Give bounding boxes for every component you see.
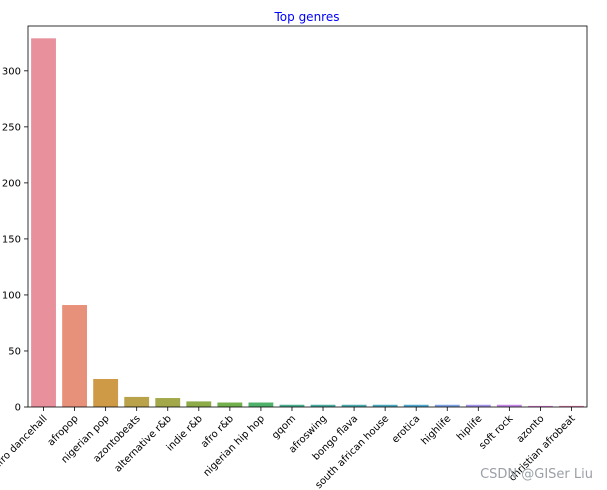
- y-axis: 0 50 100 150 200 250 300: [2, 66, 28, 414]
- y-tick-label-4: 200: [2, 178, 21, 189]
- x-tick-label-13: highlife: [419, 413, 453, 447]
- bar-10: [341, 404, 367, 407]
- bar-6: [217, 402, 243, 407]
- bar-15: [496, 404, 522, 407]
- x-tick-label-12: erotica: [390, 413, 422, 445]
- x-tick-label-7: nigerian hip hop: [202, 413, 267, 478]
- bar-8: [279, 404, 305, 407]
- x-tick-label-0: afro dancehall: [0, 413, 50, 471]
- bar-16: [527, 405, 553, 407]
- y-tick-label-6: 300: [2, 66, 21, 77]
- x-tick-label-14: hiplife: [455, 413, 484, 442]
- x-tick-label-15: soft rock: [477, 413, 515, 451]
- bar-12: [403, 404, 429, 407]
- y-tick-label-3: 150: [2, 234, 21, 245]
- bar-5: [186, 401, 212, 407]
- y-tick-label-0: 0: [15, 403, 21, 414]
- bar-14: [465, 404, 491, 407]
- watermark: CSDN @GISer Liu: [480, 467, 593, 482]
- y-tick-label-5: 250: [2, 122, 21, 133]
- y-tick-label-1: 50: [8, 346, 21, 357]
- bar-7: [248, 402, 274, 407]
- bar-2: [93, 378, 119, 407]
- bars-group: [31, 38, 584, 407]
- bar-1: [62, 305, 87, 407]
- chart-title: Top genres: [274, 10, 340, 24]
- bar-9: [310, 404, 336, 407]
- bar-11: [372, 404, 398, 407]
- bar-13: [434, 404, 460, 407]
- bar-17: [559, 405, 584, 407]
- x-tick-label-8: gqom: [270, 413, 298, 441]
- x-tick-label-4: alternative r&b: [113, 413, 174, 474]
- bar-0: [31, 38, 56, 407]
- bar-4: [155, 398, 181, 407]
- y-tick-label-2: 100: [2, 290, 21, 301]
- plot-frame: [27, 25, 588, 408]
- bar-3: [124, 396, 150, 407]
